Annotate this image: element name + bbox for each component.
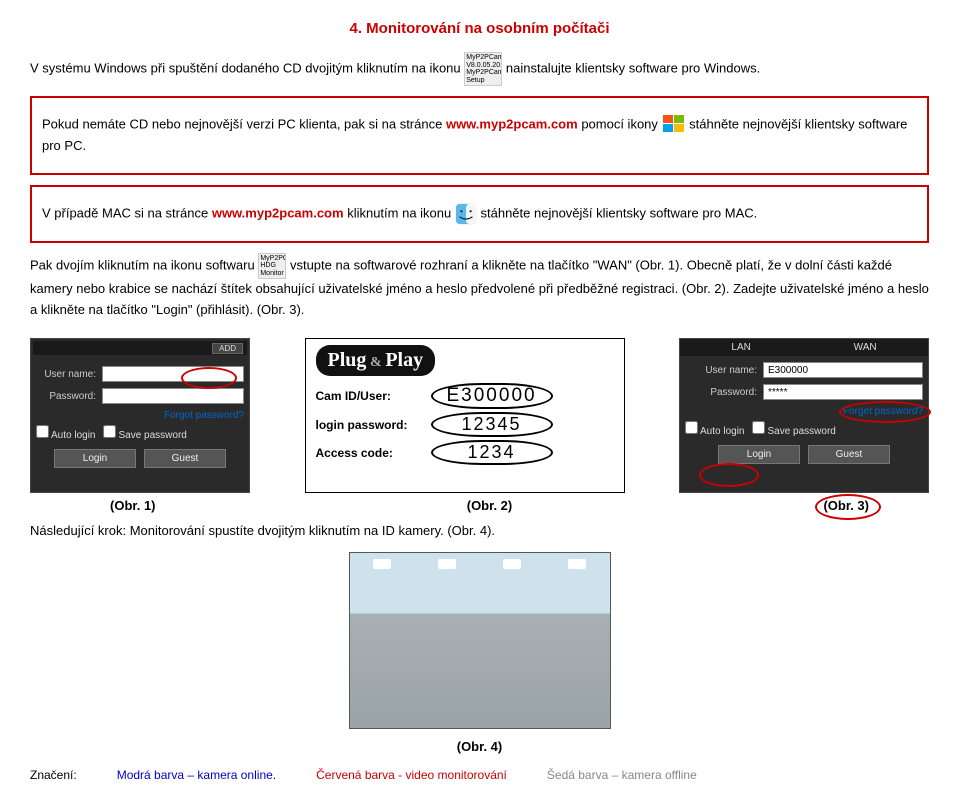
legend-blue: Modrá barva – kamera online. <box>117 768 276 782</box>
plugplay-banner: Plug & Play <box>316 345 436 376</box>
p4a: Pak dvojím kliknutím na ikonu softwaru <box>30 257 255 272</box>
caption-3: (Obr. 3) <box>823 498 869 513</box>
captions-row: (Obr. 1) (Obr. 2) (Obr. 3) <box>30 498 929 513</box>
figure-1-panel: ADD User name: Password: Forgot password… <box>30 338 250 493</box>
figure-4-video <box>349 552 611 729</box>
para-4: Pak dvojím kliknutím na ikonu softwaru M… <box>30 253 929 321</box>
pass-input-1[interactable] <box>102 388 244 404</box>
user-label-3: User name: <box>685 365 757 376</box>
pp-access-val: 1234 <box>431 440 553 465</box>
tab-lan[interactable]: LAN <box>731 342 750 353</box>
pp-loginpw-label: login password: <box>316 418 431 432</box>
p2a: Pokud nemáte CD nebo nejnovější verzi PC… <box>42 116 442 131</box>
p3c: stáhněte nejnovější klientsky software p… <box>481 205 758 220</box>
caption-4: (Obr. 4) <box>30 739 929 754</box>
install-exe-icon: MyP2PCam V8.0.05.20.exe MyP2PCam Setup <box>464 52 502 86</box>
p3a: V případě MAC si na stránce <box>42 205 208 220</box>
after-captions: Následující krok: Monitorování spustíte … <box>30 521 929 542</box>
highlight-ellipse-1 <box>181 367 237 389</box>
note-box-windows: Pokud nemáte CD nebo nejnovější verzi PC… <box>30 96 929 175</box>
user-input-3[interactable] <box>763 362 923 378</box>
guest-button-1[interactable]: Guest <box>144 449 226 468</box>
add-button[interactable]: ADD <box>212 343 243 354</box>
p3b: kliknutím na ikonu <box>347 205 451 220</box>
page-title: 4. Monitorování na osobním počítači <box>30 20 929 37</box>
forgot-link-1[interactable]: Forgot password? <box>36 410 244 421</box>
windows-flag-icon <box>662 114 686 136</box>
mac-finder-icon <box>455 203 477 225</box>
pp-access-label: Access code: <box>316 446 431 460</box>
p2b: pomocí ikony <box>581 116 658 131</box>
legend-label: Značení: <box>30 768 77 782</box>
legend-red: Červená barva - video monitorování <box>316 768 507 782</box>
caption-2: (Obr. 2) <box>467 498 513 513</box>
tab-wan[interactable]: WAN <box>854 342 877 353</box>
pp-camid-val: E300000 <box>431 383 553 409</box>
link-myp2pcam-1[interactable]: www.myp2pcam.com <box>446 116 578 131</box>
figures-row: ADD User name: Password: Forgot password… <box>30 338 929 493</box>
figure-2-sticker: Plug & Play Cam ID/User: E300000 login p… <box>305 338 625 493</box>
p1a: V systému Windows při spuštění dodaného … <box>30 60 461 75</box>
highlight-ellipse-obr3 <box>815 494 881 520</box>
save-password-3[interactable]: Save password <box>752 421 835 437</box>
pass-label-3: Password: <box>685 387 757 398</box>
save-password-1[interactable]: Save password <box>103 425 186 441</box>
login-button-3[interactable]: Login <box>718 445 800 464</box>
note-box-mac: V případě MAC si na stránce www.myp2pcam… <box>30 185 929 243</box>
pass-label-1: Password: <box>36 391 96 402</box>
auto-login-3[interactable]: Auto login <box>685 421 744 437</box>
guest-button-3[interactable]: Guest <box>808 445 890 464</box>
pp-camid-label: Cam ID/User: <box>316 389 431 403</box>
legend-row: Značení: Modrá barva – kamera online. Če… <box>30 768 929 782</box>
auto-login-1[interactable]: Auto login <box>36 425 95 441</box>
pass-input-3[interactable] <box>763 384 923 400</box>
p1b: nainstalujte klientsky software pro Wind… <box>506 60 760 75</box>
para-1: V systému Windows při spuštění dodaného … <box>30 52 929 86</box>
legend-gray: Šedá barva – kamera offline <box>547 768 697 782</box>
caption-1: (Obr. 1) <box>110 498 156 513</box>
pp-loginpw-val: 12345 <box>431 412 553 437</box>
user-label-1: User name: <box>36 369 96 380</box>
login-button-1[interactable]: Login <box>54 449 136 468</box>
link-myp2pcam-2[interactable]: www.myp2pcam.com <box>212 205 344 220</box>
monitor-exe-icon: MyP2PCam.exe HDG Monitor <box>258 253 286 279</box>
